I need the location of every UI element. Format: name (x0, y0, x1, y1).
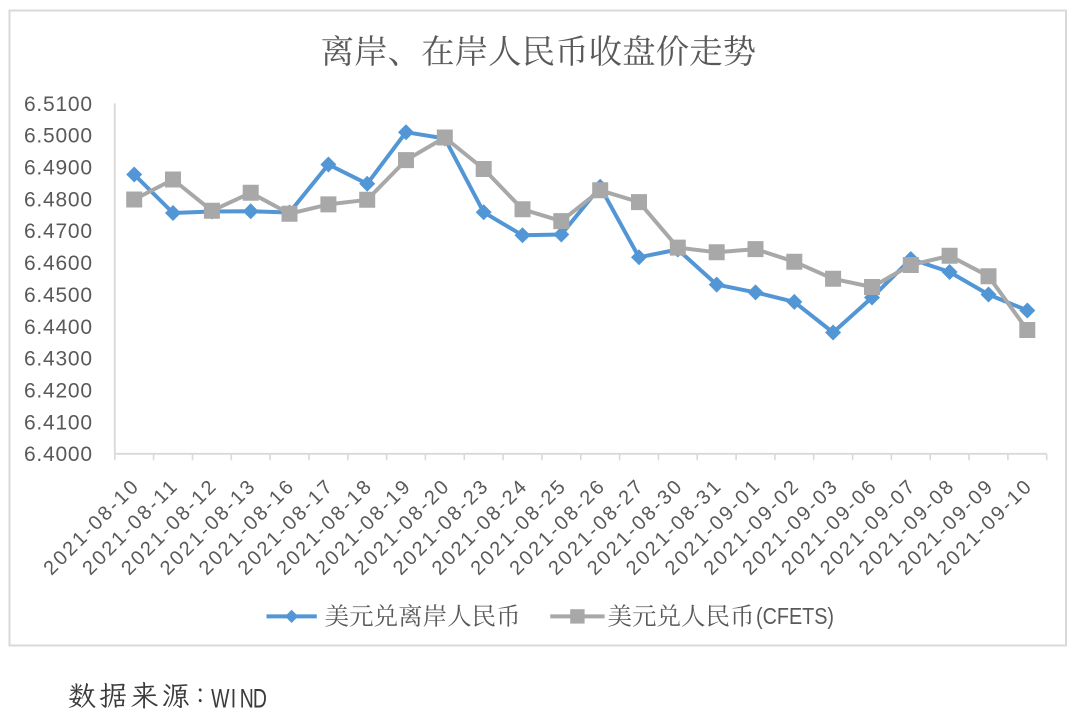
svg-text:6.4800: 6.4800 (24, 188, 92, 211)
svg-text:6.4300: 6.4300 (24, 348, 92, 371)
svg-text:I: I (231, 683, 236, 712)
svg-text:6.5000: 6.5000 (24, 125, 92, 148)
svg-text:6.4900: 6.4900 (24, 157, 92, 180)
svg-text:W: W (211, 683, 230, 712)
svg-text:6.4100: 6.4100 (24, 411, 92, 434)
svg-text:6.4400: 6.4400 (24, 316, 92, 339)
svg-text:6.4500: 6.4500 (24, 284, 92, 307)
svg-text:6.4600: 6.4600 (24, 252, 92, 275)
svg-text:N: N (240, 683, 254, 712)
svg-text:6.4200: 6.4200 (24, 380, 92, 403)
svg-text:6.4000: 6.4000 (24, 443, 92, 466)
svg-text:6.4700: 6.4700 (24, 220, 92, 243)
svg-text:D: D (253, 683, 267, 712)
svg-text:(CFETS): (CFETS) (756, 603, 834, 629)
svg-text:6.5100: 6.5100 (24, 93, 92, 116)
